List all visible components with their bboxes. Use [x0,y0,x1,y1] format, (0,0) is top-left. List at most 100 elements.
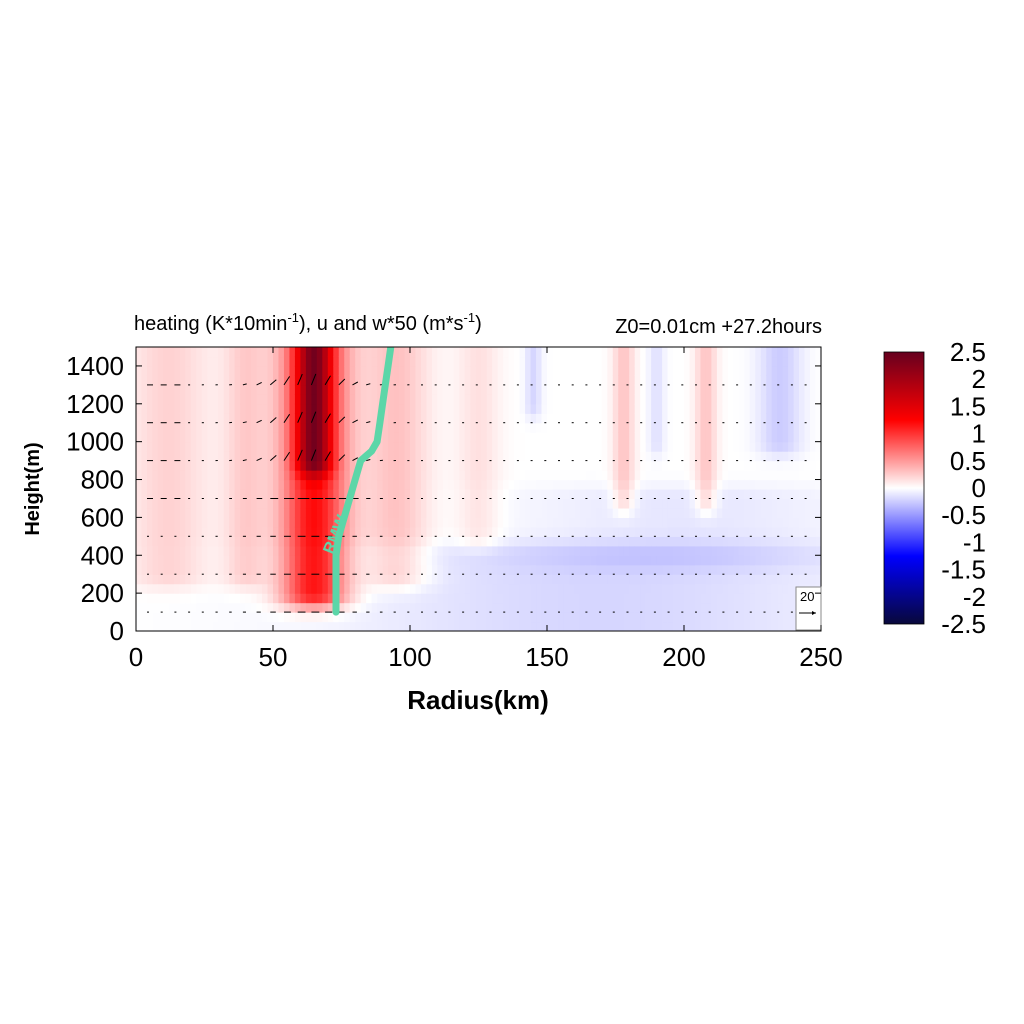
heating-cell [662,517,669,528]
heating-cell [322,526,329,537]
heating-cell [420,555,428,566]
heating-cell [234,489,241,500]
heating-cell [442,555,449,566]
heating-cell [218,593,225,604]
heating-cell [503,593,510,604]
heating-cell [804,403,811,414]
heating-cell [766,432,773,443]
heating-cell [656,347,663,358]
heating-cell [519,564,526,575]
heating-cell [251,517,258,528]
heating-cell [662,451,669,462]
heating-cell [585,583,592,594]
heating-cell [185,583,192,594]
heating-cell [152,602,159,613]
heating-cell [607,394,614,405]
heating-cell [283,489,291,500]
heating-cell [623,507,630,518]
heating-cell [689,489,696,500]
heating-cell [322,517,329,528]
heating-cell [640,583,647,594]
heating-cell [722,507,729,518]
heating-cell [503,621,510,631]
heating-cell [793,413,800,424]
heating-cell [656,498,663,509]
heating-cell [377,536,384,547]
heating-cell [815,403,821,414]
heating-cell [262,602,269,613]
heating-cell [579,413,586,424]
heating-cell [300,583,307,594]
heating-cell [662,375,669,386]
heating-cell [536,545,543,556]
heating-cell [256,602,263,613]
heating-cell [168,375,175,386]
heating-cell [437,536,444,547]
heating-cell [541,365,548,376]
heating-cell [136,583,143,594]
heating-cell [678,460,685,471]
heating-cell [519,470,526,481]
heating-cell [684,422,691,433]
heating-cell [662,441,669,452]
heating-cell [771,384,778,395]
heating-cell [174,536,181,547]
heating-cell [793,574,800,585]
heating-cell [486,498,493,509]
heating-cell [667,545,674,556]
heating-cell [273,612,280,623]
heating-cell [552,470,559,481]
heating-cell [547,593,554,604]
heating-cell [190,517,197,528]
heating-cell [245,602,252,613]
heating-cell [755,517,762,528]
heating-cell [420,403,428,414]
heating-cell [607,347,614,358]
heating-cell [612,621,619,631]
heating-cell [399,460,406,471]
heating-cell [157,536,164,547]
heating-cell [711,583,718,594]
heating-cell [420,451,428,462]
heating-cell [667,555,674,566]
heating-cell [684,356,691,367]
heating-cell [694,621,702,631]
heating-cell [667,384,674,395]
heating-cell [716,375,723,386]
heating-cell [519,460,526,471]
heating-cell [371,403,378,414]
heating-cell [557,365,565,376]
heating-cell [799,507,806,518]
heating-cell [656,489,663,500]
heating-cell [196,460,203,471]
heating-cell [399,365,406,376]
heating-cell [404,356,411,367]
heating-cell [294,555,301,566]
heating-cell [574,574,581,585]
heating-cell [722,564,729,575]
heating-cell [525,451,532,462]
heating-cell [475,612,482,623]
heating-cell [371,602,378,613]
heating-cell [585,413,592,424]
heating-cell [662,413,669,424]
heating-cell [349,526,356,537]
heating-cell [634,470,641,481]
heating-cell [634,574,641,585]
heating-cell [481,517,488,528]
heating-cell [377,612,384,623]
heating-cell [486,536,493,547]
heating-cell [568,593,575,604]
heating-cell [371,612,378,623]
heating-cell [481,612,488,623]
heating-cell [366,347,373,358]
heating-cell [656,564,663,575]
heating-cell [327,451,334,462]
heating-cell [585,593,592,604]
heating-cell [168,413,175,424]
heating-cell [201,413,208,424]
heating-cell [536,507,543,518]
heating-cell [453,413,460,424]
heating-cell [738,347,745,358]
heating-cell [289,460,296,471]
